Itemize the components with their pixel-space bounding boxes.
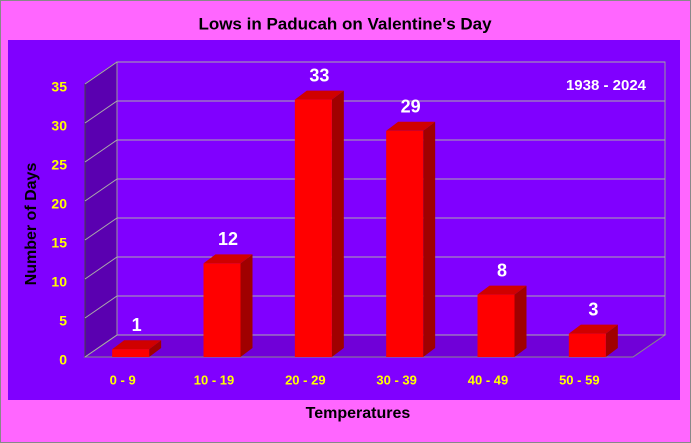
bar-side	[514, 285, 527, 357]
grid-line	[84, 61, 665, 85]
grid-line	[84, 139, 665, 163]
bar-front	[477, 294, 515, 357]
x-tick-label: 50 - 59	[559, 372, 599, 387]
bar	[203, 254, 253, 357]
x-axis-label: Temperatures	[306, 405, 411, 422]
bar	[294, 90, 344, 357]
y-tick-label: 0	[59, 352, 67, 368]
x-tick-label: 0 - 9	[110, 372, 136, 387]
bar-top	[386, 121, 436, 131]
bar-top	[203, 254, 253, 264]
bar-side	[605, 324, 618, 357]
data-label: 8	[497, 260, 507, 280]
data-label: 3	[588, 299, 598, 319]
bar-front	[203, 263, 241, 357]
data-label: 29	[401, 97, 421, 117]
bar	[477, 285, 527, 357]
bar-top	[112, 340, 162, 350]
bar-side	[240, 254, 253, 357]
bar-front	[294, 99, 332, 357]
y-tick-label: 15	[51, 235, 67, 251]
x-tick-label: 10 - 19	[194, 372, 234, 387]
bar-front	[386, 130, 424, 357]
grid-line	[84, 217, 665, 241]
bar-top	[477, 285, 527, 295]
left-wall	[84, 61, 118, 358]
grid-line	[84, 178, 665, 202]
annotation: 1938 - 2024	[566, 77, 647, 94]
bar-side	[423, 121, 436, 357]
x-tick-label: 40 - 49	[468, 372, 508, 387]
y-tick-label: 20	[51, 196, 67, 212]
bar-front	[112, 349, 150, 357]
bar-side	[149, 340, 162, 357]
bar-top	[294, 90, 344, 100]
data-label: 33	[309, 65, 329, 85]
y-axis-label: Number of Days	[23, 163, 40, 286]
bar-side	[331, 90, 344, 357]
bar	[386, 121, 436, 357]
x-tick-label: 20 - 29	[285, 372, 325, 387]
y-tick-label: 25	[51, 157, 67, 173]
x-tick-label: 30 - 39	[376, 372, 416, 387]
chart-title: Lows in Paducah on Valentine's Day	[198, 14, 492, 33]
y-tick-label: 5	[59, 313, 67, 329]
y-tick-label: 10	[51, 274, 67, 290]
data-label: 12	[218, 229, 238, 249]
grid-line	[84, 256, 665, 280]
bar-top	[568, 324, 618, 334]
bar	[568, 324, 618, 357]
grid-line	[84, 100, 665, 124]
data-label: 1	[132, 315, 142, 335]
bar-front	[568, 333, 606, 357]
bar	[112, 340, 162, 357]
y-tick-label: 30	[51, 118, 67, 134]
y-tick-label: 35	[51, 79, 67, 95]
